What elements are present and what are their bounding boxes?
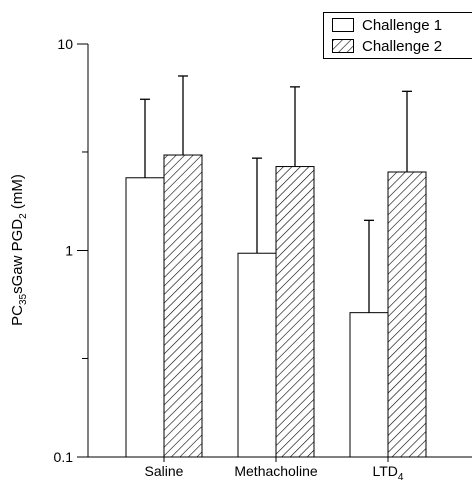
y-tick-label: 0.1 xyxy=(54,449,74,465)
bar-challenge-2 xyxy=(275,166,315,458)
category-label: Methacholine xyxy=(234,463,317,479)
bar-challenge-1 xyxy=(125,177,165,458)
legend: Challenge 1 Challenge 2 xyxy=(323,12,472,59)
category-label: Saline xyxy=(145,463,184,479)
bar-challenge-2 xyxy=(387,171,427,458)
legend-label-challenge-2: Challenge 2 xyxy=(362,38,442,55)
legend-label-challenge-1: Challenge 1 xyxy=(362,17,442,34)
y-axis-label: PC35sGaw PGD2 (mM) xyxy=(9,174,29,326)
y-tick-label: 1 xyxy=(65,243,73,259)
y-tick-label: 10 xyxy=(57,36,73,52)
legend-swatch-challenge-2 xyxy=(332,39,354,53)
category-labels: Saline Methacholine LTD4 xyxy=(145,457,404,481)
category-label: LTD4 xyxy=(373,463,404,481)
bar-challenge-2 xyxy=(163,154,203,458)
bars xyxy=(125,75,427,458)
bar-challenge-1 xyxy=(237,252,277,458)
legend-swatch-challenge-1 xyxy=(332,18,354,32)
y-axis-ticks: 10 1 0.1 xyxy=(54,36,88,465)
bar-challenge-1 xyxy=(349,312,389,458)
